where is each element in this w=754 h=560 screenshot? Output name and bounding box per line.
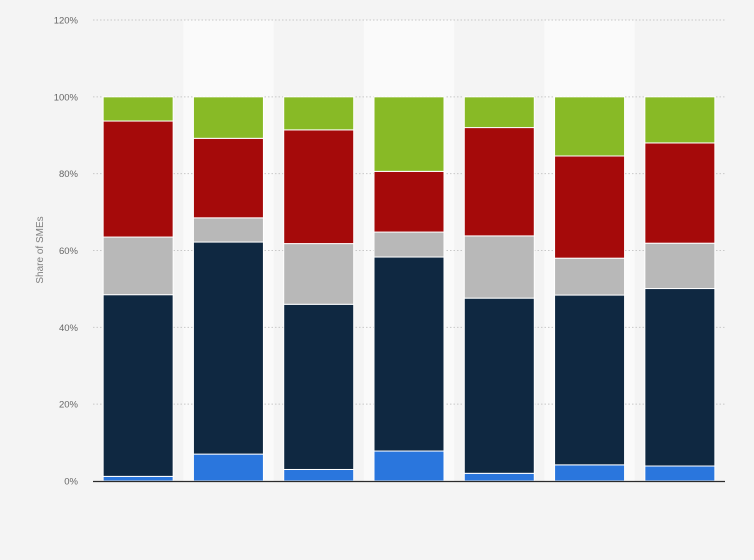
bar-stack [373,96,445,482]
bar-segment [102,120,174,238]
bar-segment [192,241,264,455]
bar-segment [102,294,174,477]
bar-segment [283,243,355,305]
bar-segment [283,468,355,482]
bar-segment [283,96,355,131]
bar-stack [554,96,626,482]
bar-segment [373,231,445,258]
bar-segment [554,257,626,296]
y-tick-label: 100% [54,92,79,103]
bar-segment [554,155,626,259]
bar-segment [463,235,535,299]
y-axis-title: Share of SMEs [35,216,46,283]
bar-segment [554,464,626,482]
bar-segment [644,465,716,482]
bars [102,96,716,482]
bar-segment [463,127,535,237]
bar-segment [373,450,445,482]
y-tick-label: 40% [59,323,79,334]
y-tick-label: 120% [54,16,79,27]
bar-stack [283,96,355,482]
bar-segment [283,303,355,470]
bar-segment [373,256,445,452]
bar-segment [554,96,626,157]
bar-segment [644,288,716,467]
bar-segment [102,96,174,122]
bar-segment [463,472,535,482]
bar-segment [102,236,174,296]
bar-segment [192,453,264,482]
y-tick-label: 0% [64,477,78,488]
bar-stack [463,96,535,482]
bar-stack [644,96,716,482]
bar-segment [373,170,445,233]
bar-segment [192,96,264,139]
y-tick-labels: 0% 20% 40% 60% 80% 100% 120% [54,16,79,488]
y-tick-label: 20% [59,400,79,411]
bar-segment [463,297,535,474]
y-tick-label: 60% [59,246,79,257]
bar-segment [283,129,355,245]
bar-segment [463,96,535,129]
bar-segment [192,217,264,243]
bar-stack [192,96,264,482]
bar-segment [192,137,264,219]
bar-stack [102,96,174,482]
bar-segment [554,294,626,466]
bar-segment [644,96,716,144]
y-tick-label: 80% [59,169,79,180]
bar-segment [644,242,716,290]
bar-segment [644,142,716,244]
bar-segment [373,96,445,172]
bar-segment [102,475,174,482]
